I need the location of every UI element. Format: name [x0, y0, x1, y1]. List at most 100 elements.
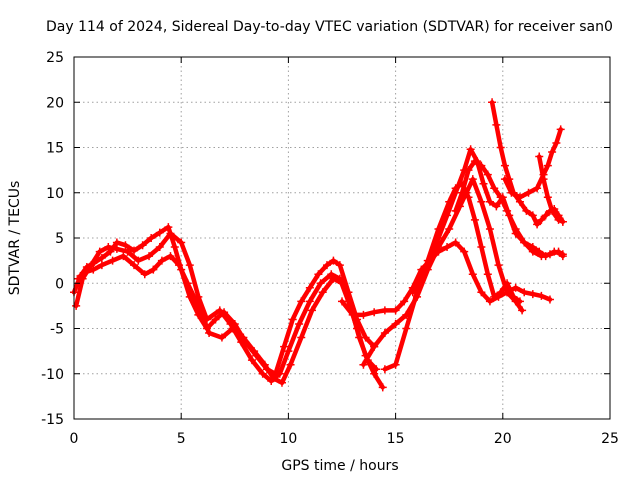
x-tick-label: 0 — [70, 431, 79, 447]
data-point — [119, 252, 128, 261]
series-sat-d — [338, 238, 554, 319]
data-point — [87, 261, 96, 270]
data-point — [464, 166, 473, 175]
data-point — [464, 193, 473, 202]
data-point — [466, 145, 475, 154]
data-point — [492, 120, 501, 129]
data-point — [314, 270, 323, 279]
data-point — [443, 243, 452, 252]
data-point — [194, 301, 203, 310]
data-point — [286, 360, 295, 369]
data-point — [402, 324, 411, 333]
data-point — [297, 333, 306, 342]
y-tick-label: 0 — [55, 276, 64, 292]
series-sat-h — [451, 157, 567, 261]
data-point — [211, 315, 220, 324]
data-point — [205, 329, 214, 338]
data-point — [490, 292, 499, 301]
data-point — [258, 369, 267, 378]
data-point — [145, 252, 154, 261]
data-point — [520, 288, 529, 297]
data-point — [477, 243, 486, 252]
data-point — [528, 211, 537, 220]
y-tick-label: 20 — [46, 95, 64, 111]
data-point — [500, 175, 509, 184]
data-point — [237, 338, 246, 347]
data-point — [479, 179, 488, 188]
data-point — [468, 270, 477, 279]
data-point — [556, 125, 565, 134]
data-point — [316, 279, 325, 288]
data-point — [80, 268, 89, 277]
data-point — [177, 238, 186, 247]
data-point — [400, 297, 409, 306]
data-point — [355, 333, 364, 342]
data-point — [541, 252, 550, 261]
data-point — [305, 283, 314, 292]
data-point — [458, 188, 467, 197]
data-point — [528, 243, 537, 252]
data-point — [247, 356, 256, 365]
data-point — [537, 291, 546, 300]
data-point — [370, 308, 379, 317]
data-point — [372, 365, 381, 374]
data-point — [72, 301, 81, 310]
data-point — [226, 319, 235, 328]
data-point — [380, 365, 389, 374]
data-point — [548, 148, 557, 157]
data-point — [95, 247, 104, 256]
data-point — [359, 310, 368, 319]
y-tick-label: -5 — [50, 322, 64, 338]
data-point — [537, 215, 546, 224]
y-tick-label: 15 — [46, 141, 64, 157]
data-point — [108, 256, 117, 265]
y-axis-label: SDTVAR / TECUs — [7, 181, 23, 296]
series-sat-b — [72, 229, 387, 392]
data-point — [348, 310, 357, 319]
data-point — [483, 170, 492, 179]
data-point — [149, 265, 158, 274]
series-sat-i — [488, 98, 567, 229]
data-point — [558, 217, 567, 226]
y-tick-label: 10 — [46, 186, 64, 202]
data-point — [451, 238, 460, 247]
data-point — [518, 306, 527, 315]
data-point — [166, 229, 175, 238]
x-tick-label: 15 — [387, 431, 405, 447]
series-line — [453, 158, 566, 259]
data-point — [121, 241, 130, 250]
series-line — [76, 253, 379, 386]
data-point — [130, 261, 139, 270]
data-point — [97, 261, 106, 270]
series-group — [70, 98, 567, 392]
data-point — [284, 347, 293, 356]
data-point — [485, 297, 494, 306]
data-point — [477, 197, 486, 206]
data-point — [378, 383, 387, 392]
data-point — [417, 274, 426, 283]
data-point — [280, 342, 289, 351]
data-point — [443, 211, 452, 220]
data-point — [134, 256, 143, 265]
data-point — [515, 297, 524, 306]
data-point — [74, 274, 83, 283]
data-point — [391, 319, 400, 328]
data-point — [359, 360, 368, 369]
y-tick-label: -10 — [41, 367, 64, 383]
data-point — [305, 297, 314, 306]
ticks — [73, 56, 611, 420]
data-point — [322, 261, 331, 270]
series-sat-c — [74, 252, 381, 387]
data-point — [535, 152, 544, 161]
data-point — [104, 243, 113, 252]
series-sat-j — [500, 125, 565, 202]
data-point — [155, 243, 164, 252]
data-point — [140, 270, 149, 279]
data-point — [425, 256, 434, 265]
data-point — [511, 224, 520, 233]
data-point — [496, 193, 505, 202]
data-point — [503, 279, 512, 288]
data-point — [164, 223, 173, 232]
data-point — [533, 184, 542, 193]
y-tick-labels: 25 20 15 10 5 0 -5 -10 -15 — [41, 50, 64, 428]
